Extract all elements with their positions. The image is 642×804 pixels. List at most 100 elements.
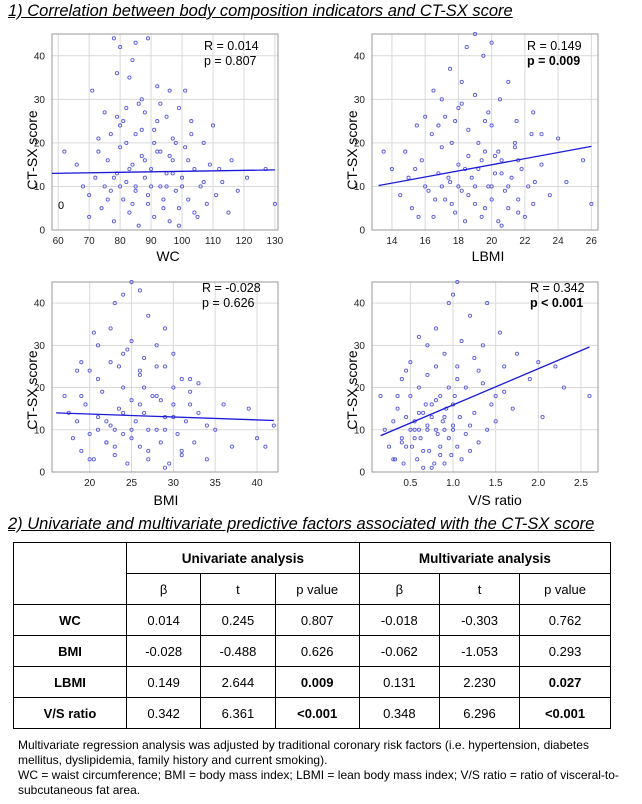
data-point (183, 419, 188, 424)
data-point (121, 385, 126, 390)
x-tick-label: 25 (126, 478, 138, 489)
data-point (472, 355, 477, 361)
data-point (419, 158, 424, 163)
data-point (167, 153, 172, 159)
scatter-plot-bmi: CT-SX score 0 10 20 30 40 20 25 30 35 40 BMI R = … (0, 262, 320, 512)
table-row: LBMI 0.149 2.644 0.009 0.131 2.230 0.027 (13, 666, 611, 698)
data-point (489, 184, 494, 189)
data-point (401, 461, 406, 466)
data-point (167, 219, 172, 224)
data-point (425, 423, 430, 428)
plot-area: 0 10 20 30 40 14 16 18 20 22 24 26 (354, 31, 599, 247)
data-point (443, 197, 448, 202)
data-point (406, 175, 411, 180)
table-subheader-row: β t p value β t p value (14, 573, 611, 605)
data-point (170, 158, 175, 163)
data-point (480, 343, 485, 348)
data-point (70, 436, 75, 441)
data-point (466, 127, 471, 132)
data-point (108, 188, 113, 193)
data-point (432, 461, 437, 466)
multivariate-header: Multivariate analysis (358, 542, 612, 574)
cell: -0.018 (358, 604, 440, 636)
data-point (79, 393, 84, 399)
data-point (95, 427, 101, 432)
data-point (129, 398, 134, 403)
data-point (207, 162, 212, 167)
data-point (136, 223, 141, 228)
data-point (403, 149, 408, 154)
data-point (459, 101, 464, 106)
data-point (539, 162, 544, 167)
data-point (142, 175, 147, 180)
data-point (408, 427, 413, 432)
data-point (395, 393, 400, 399)
data-point (433, 364, 439, 369)
data-point (139, 97, 144, 102)
data-point (145, 201, 151, 206)
data-point (204, 457, 209, 462)
data-point (246, 406, 251, 411)
cell: -0.028 (125, 635, 202, 667)
y-tick-label: 0 (359, 226, 365, 237)
data-point (150, 393, 155, 399)
footnote: Multivariate regression analysis was adj… (18, 738, 628, 798)
data-point (146, 448, 151, 453)
data-point (472, 184, 478, 189)
data-point (179, 184, 185, 189)
data-point (502, 389, 507, 394)
data-point (108, 326, 113, 331)
data-point (469, 175, 474, 180)
data-point (436, 123, 441, 128)
data-point (459, 339, 464, 344)
cell: 0.245 (200, 604, 276, 636)
data-point (426, 188, 431, 193)
data-point (516, 197, 521, 202)
data-point (105, 197, 110, 202)
data-point (492, 171, 498, 176)
data-point (124, 140, 129, 145)
data-point (118, 184, 123, 189)
data-point (83, 402, 88, 407)
data-point (255, 436, 260, 441)
data-point (468, 448, 473, 453)
data-point (529, 132, 534, 137)
data-point (137, 444, 142, 449)
data-point (449, 140, 454, 145)
data-point (146, 457, 151, 462)
y-tick-label: 0 (39, 468, 45, 479)
data-point (164, 171, 169, 176)
data-point (104, 419, 109, 424)
col-p-value: p value (519, 573, 611, 605)
data-point (389, 166, 394, 172)
data-point (162, 364, 168, 369)
data-point (492, 153, 498, 159)
data-point (179, 175, 185, 180)
data-point (480, 381, 485, 386)
regression-table: Univariate analysis Multivariate analysi… (13, 542, 612, 729)
data-point (499, 158, 504, 163)
data-point (263, 444, 268, 449)
data-point (62, 149, 67, 154)
data-point (130, 58, 135, 63)
data-point (146, 427, 151, 432)
data-point (133, 132, 138, 137)
data-point (456, 105, 461, 111)
data-point (129, 339, 134, 344)
data-point (173, 188, 178, 193)
data-point (116, 406, 122, 411)
data-point (164, 114, 169, 119)
data-point (176, 223, 181, 228)
cell: 0.009 (274, 666, 360, 698)
cell: 0.348 (358, 697, 440, 729)
data-point (553, 364, 558, 369)
data-point (133, 40, 138, 45)
data-point (170, 136, 175, 141)
data-point (137, 372, 142, 377)
data-point (154, 343, 159, 348)
data-point (514, 351, 520, 356)
x-tick-label: 30 (168, 478, 180, 489)
row-label: LBMI (13, 666, 127, 698)
correlation-r: R = 0.149 (527, 39, 582, 53)
data-point (179, 377, 184, 382)
